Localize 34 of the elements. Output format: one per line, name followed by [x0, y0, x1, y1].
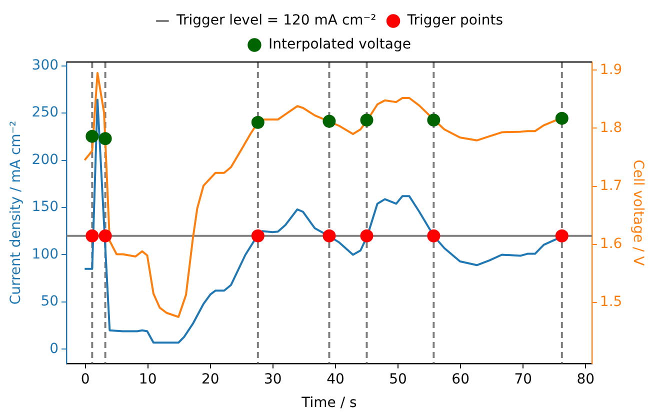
y2-axis-title: Cell voltage / V: [630, 160, 646, 266]
x-tick-label: 80: [576, 371, 595, 388]
y-tick-label: 250: [32, 104, 59, 121]
y2-tick-label: 1.6: [600, 236, 622, 252]
point: [251, 116, 264, 129]
y-tick-label: 150: [32, 199, 59, 216]
y2-tick-label: 1.7: [600, 178, 622, 194]
legend-label: Interpolated voltage: [268, 36, 411, 53]
x-tick-label: 20: [201, 371, 220, 388]
x-tick-label: 40: [326, 371, 344, 388]
x-tick-label: 10: [138, 371, 157, 388]
x-axis-title: Time / s: [300, 395, 357, 412]
point: [360, 114, 374, 127]
x-tick-label: 60: [452, 371, 470, 388]
y2-tick-label: 1.9: [600, 62, 622, 78]
x-tick-label: 30: [264, 371, 282, 388]
x-tick-label: 0: [80, 371, 90, 388]
y2-tick-label: 1.8: [600, 120, 622, 136]
y-tick-label: 50: [40, 294, 59, 310]
point: [427, 114, 440, 127]
point: [322, 114, 336, 128]
point: [98, 132, 112, 146]
legend-label: Trigger level = 120 mA cm⁻²: [175, 12, 376, 29]
y-tick-label: 200: [32, 152, 59, 168]
x-tick-label: 70: [514, 371, 532, 388]
x-tick-label: 50: [389, 371, 407, 388]
point: [555, 112, 568, 125]
y-tick-label: 0: [50, 340, 59, 357]
y-tick-label: 100: [32, 246, 59, 262]
y-tick-label: 300: [32, 57, 59, 74]
y2-tick-label: 1.5: [600, 294, 622, 310]
y-axis-title: Current density / mA cm⁻²: [8, 120, 24, 305]
point: [86, 130, 99, 143]
legend-label: Trigger points: [406, 12, 504, 29]
